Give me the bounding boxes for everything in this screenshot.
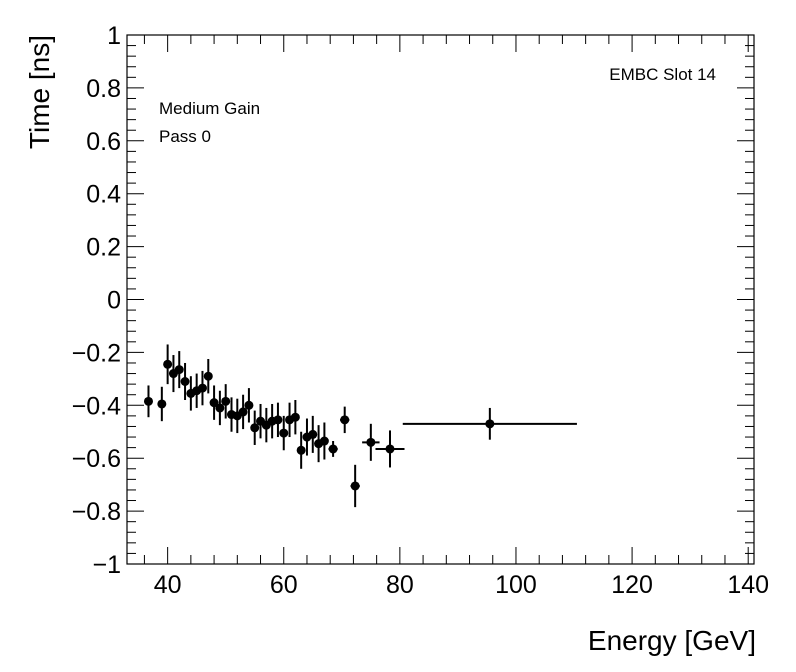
point-marker bbox=[143, 396, 153, 406]
point-marker bbox=[180, 376, 190, 386]
data-point bbox=[362, 423, 380, 461]
data-marks bbox=[143, 344, 577, 508]
x-tick-label: 80 bbox=[386, 571, 414, 599]
data-point bbox=[290, 400, 300, 435]
data-point bbox=[197, 370, 207, 406]
annotation-pass: Pass 0 bbox=[159, 127, 211, 146]
point-marker bbox=[319, 436, 329, 446]
data-point bbox=[203, 359, 213, 394]
point-marker bbox=[209, 398, 219, 408]
annotation-slot: EMBC Slot 14 bbox=[609, 65, 716, 84]
point-marker bbox=[244, 400, 254, 410]
y-tick-label: 0 bbox=[107, 287, 121, 315]
data-point bbox=[273, 402, 283, 438]
data-point bbox=[163, 344, 173, 385]
data-point bbox=[186, 376, 196, 411]
point-marker bbox=[279, 428, 289, 438]
data-point bbox=[279, 415, 289, 451]
data-point bbox=[157, 386, 167, 422]
point-marker bbox=[296, 445, 306, 455]
data-point bbox=[232, 398, 242, 434]
y-tick-label: −1 bbox=[92, 551, 121, 579]
point-marker bbox=[308, 429, 318, 439]
point-marker bbox=[163, 359, 173, 369]
point-marker bbox=[328, 444, 338, 454]
x-tick-label: 100 bbox=[495, 571, 537, 599]
point-marker bbox=[340, 415, 350, 425]
data-point bbox=[402, 407, 577, 440]
point-marker bbox=[290, 412, 300, 422]
data-point bbox=[328, 441, 338, 457]
data-point bbox=[168, 355, 178, 393]
y-tick-label: 0.6 bbox=[86, 128, 121, 156]
annotation-gain: Medium Gain bbox=[159, 99, 260, 118]
y-tick-label: −0.4 bbox=[72, 392, 121, 420]
point-marker bbox=[174, 365, 184, 375]
y-tick-label: 0.8 bbox=[86, 75, 121, 103]
point-marker bbox=[157, 399, 167, 409]
data-point bbox=[308, 415, 318, 453]
x-tick-label: 140 bbox=[727, 571, 769, 599]
y-tick-label: −0.8 bbox=[72, 498, 121, 526]
data-point bbox=[221, 384, 231, 419]
y-axis-title: Time [ns] bbox=[24, 35, 55, 149]
y-tick-label: 0.4 bbox=[86, 181, 121, 209]
point-marker bbox=[215, 403, 225, 413]
point-marker bbox=[350, 481, 360, 491]
point-marker bbox=[273, 415, 283, 425]
point-marker bbox=[250, 423, 260, 433]
data-point bbox=[143, 385, 153, 418]
data-point bbox=[256, 403, 266, 439]
x-tick-label: 60 bbox=[270, 571, 298, 599]
data-point bbox=[375, 430, 405, 468]
point-marker bbox=[385, 444, 395, 454]
data-point bbox=[174, 351, 184, 389]
y-tick-label: 0.2 bbox=[86, 234, 121, 262]
y-tick-label: −0.6 bbox=[72, 445, 121, 473]
data-point bbox=[180, 362, 190, 401]
point-marker bbox=[221, 396, 231, 406]
point-marker bbox=[203, 371, 213, 381]
data-point bbox=[215, 390, 225, 426]
point-marker bbox=[485, 419, 495, 429]
x-axis-title: Energy [GeV] bbox=[588, 625, 756, 656]
data-point bbox=[350, 464, 360, 508]
data-point bbox=[319, 422, 329, 460]
data-point bbox=[340, 406, 350, 434]
x-tick-label: 40 bbox=[154, 571, 182, 599]
data-point bbox=[238, 394, 248, 430]
point-marker bbox=[366, 437, 376, 447]
point-marker bbox=[238, 407, 248, 417]
y-tick-label: 1 bbox=[107, 22, 121, 50]
data-point bbox=[244, 388, 254, 423]
axis-ticks bbox=[127, 34, 754, 565]
data-point bbox=[209, 385, 219, 420]
data-point bbox=[261, 407, 271, 443]
data-point bbox=[296, 431, 306, 469]
x-tick-label: 120 bbox=[611, 571, 653, 599]
y-tick-label: −0.2 bbox=[72, 339, 121, 367]
point-marker bbox=[197, 383, 207, 393]
data-point bbox=[250, 410, 260, 445]
